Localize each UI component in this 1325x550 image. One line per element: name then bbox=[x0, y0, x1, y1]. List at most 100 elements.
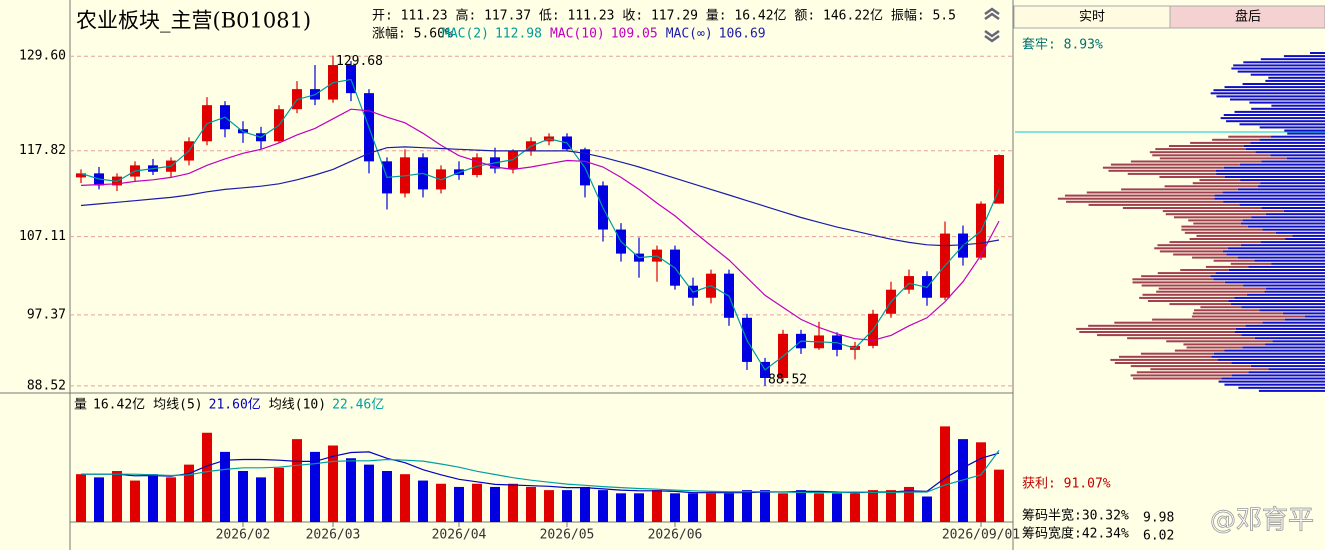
chip-bar bbox=[1240, 179, 1325, 182]
chip-bar bbox=[1173, 253, 1227, 256]
chip-bar bbox=[1159, 250, 1223, 253]
tab-after[interactable] bbox=[1169, 5, 1325, 29]
chip-bar bbox=[1228, 300, 1325, 302]
chip-bar bbox=[1213, 278, 1325, 281]
chip-bar bbox=[1245, 324, 1325, 327]
volume-bar bbox=[310, 451, 320, 522]
volume-bar bbox=[868, 490, 878, 522]
chip-distribution bbox=[1057, 52, 1325, 392]
ma-line bbox=[80, 78, 1000, 371]
chip-bar bbox=[1237, 256, 1325, 259]
chip-bar bbox=[1244, 145, 1325, 147]
chart-title: 农业板块_主营(B01081) bbox=[76, 9, 311, 33]
scroll-icons[interactable] bbox=[984, 7, 1000, 43]
volume-legend-name: 均线(5) bbox=[153, 398, 202, 413]
chip-bar bbox=[1141, 275, 1211, 278]
chip-bar bbox=[1132, 281, 1225, 284]
chip-bar bbox=[1199, 179, 1241, 182]
chip-bar bbox=[1166, 340, 1273, 343]
chip-bar bbox=[1211, 355, 1325, 358]
candle-body bbox=[994, 154, 1004, 204]
chip-bar bbox=[1181, 228, 1263, 231]
chip-bar bbox=[1282, 312, 1325, 315]
chip-bar bbox=[1284, 129, 1325, 132]
chip-bar bbox=[1221, 377, 1325, 380]
chip-bar bbox=[1127, 172, 1217, 175]
volume-bar bbox=[958, 439, 968, 522]
volume-bar bbox=[112, 471, 122, 522]
chip-bar bbox=[1257, 185, 1325, 188]
chip-bar bbox=[1235, 327, 1325, 330]
volume-bar bbox=[742, 490, 752, 522]
chip-bar bbox=[1271, 262, 1325, 265]
chip-bar bbox=[1086, 191, 1223, 194]
volume-bar bbox=[202, 432, 212, 522]
chip-bar bbox=[1184, 231, 1276, 234]
volume-bar bbox=[616, 493, 626, 522]
chip-bar bbox=[1265, 79, 1325, 82]
chip-bar bbox=[1246, 293, 1325, 296]
y-tick-label: 97.37 bbox=[27, 307, 66, 322]
chip-bar bbox=[1248, 371, 1325, 374]
y-tick-label: 117.82 bbox=[19, 143, 66, 158]
x-tick-label: 2026/06 bbox=[648, 528, 703, 543]
chip-bar bbox=[1108, 169, 1216, 172]
tab-label[interactable]: 盘后 bbox=[1235, 9, 1261, 25]
chip-bar bbox=[1189, 238, 1286, 240]
volume-bar bbox=[274, 467, 284, 522]
chip-bar bbox=[1241, 306, 1325, 309]
low-annotation: 88.52 bbox=[768, 372, 807, 387]
tab-label[interactable]: 实时 bbox=[1079, 10, 1105, 25]
chip-bar bbox=[1261, 207, 1325, 209]
volume-bar bbox=[850, 493, 860, 522]
chip-bar bbox=[1216, 172, 1325, 175]
chip-bar bbox=[1262, 228, 1325, 231]
volume-bar bbox=[562, 490, 572, 522]
chip-bar bbox=[1223, 114, 1325, 116]
volume-bar bbox=[130, 480, 140, 522]
chip-bar bbox=[1237, 70, 1325, 73]
volume-bar bbox=[526, 486, 536, 522]
width-value: 6.02 bbox=[1143, 529, 1174, 544]
x-tick-label: 2026/02 bbox=[216, 528, 271, 543]
chip-bar bbox=[1194, 309, 1260, 312]
chip-bar bbox=[1214, 194, 1325, 197]
chip-bar bbox=[1155, 148, 1247, 151]
chip-bar bbox=[1251, 216, 1325, 219]
chip-bar bbox=[1110, 163, 1240, 166]
chip-bar bbox=[1102, 166, 1224, 169]
volume-bar bbox=[760, 490, 770, 522]
volume-bar bbox=[796, 490, 806, 522]
chip-bar bbox=[1229, 98, 1325, 101]
chip-bar bbox=[1285, 318, 1325, 321]
volume-legend-value: 22.46亿 bbox=[332, 398, 384, 413]
volume-bar bbox=[364, 464, 374, 522]
chip-bar bbox=[1190, 141, 1251, 144]
chip-bar bbox=[1192, 182, 1261, 185]
legend-value: 112.98 bbox=[495, 27, 542, 42]
chip-bar bbox=[1152, 318, 1286, 321]
chip-bar bbox=[1164, 185, 1258, 188]
chip-bar bbox=[1180, 269, 1229, 271]
change: 涨幅: 5.60% bbox=[372, 27, 453, 42]
volume-legend-name: 均线(10) bbox=[269, 398, 326, 413]
chip-bar bbox=[1287, 132, 1325, 135]
chip-bar bbox=[1188, 219, 1243, 222]
volume-bar bbox=[634, 493, 644, 522]
chip-bar bbox=[1142, 293, 1247, 296]
chip-bar bbox=[1248, 265, 1325, 268]
chip-bar bbox=[1234, 110, 1325, 113]
chip-bar bbox=[1110, 358, 1218, 361]
volume-bar bbox=[382, 471, 392, 522]
chip-bar bbox=[1169, 241, 1261, 244]
chip-bar bbox=[1254, 259, 1325, 262]
chip-bar bbox=[1121, 188, 1238, 191]
chip-bar bbox=[1272, 340, 1325, 343]
chip-bar bbox=[1186, 346, 1243, 349]
y-tick-label: 88.52 bbox=[27, 378, 66, 393]
chip-bar bbox=[1136, 371, 1249, 374]
chip-bar bbox=[1249, 101, 1325, 104]
volume-bar bbox=[922, 496, 932, 522]
chip-bar bbox=[1230, 303, 1325, 306]
chip-bar bbox=[1224, 86, 1325, 89]
